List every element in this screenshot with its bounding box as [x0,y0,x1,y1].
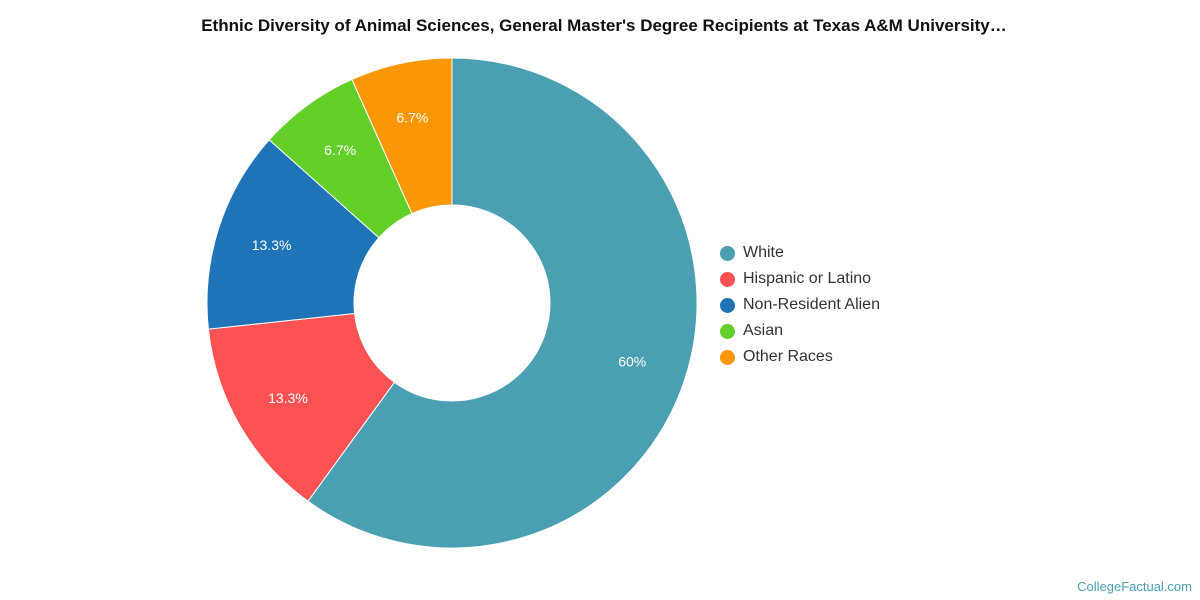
legend-item[interactable]: Other Races [720,344,880,370]
slice-white[interactable] [307,57,698,549]
legend-item[interactable]: Asian [720,318,880,344]
data-label: 13.3% [268,390,308,406]
legend-label: Asian [743,322,784,339]
legend-item[interactable]: Non-Resident Alien [720,292,880,318]
legend-label: Other Races [743,348,833,365]
legend-item[interactable]: Hispanic or Latino [720,266,880,292]
slice-other-races[interactable] [351,57,453,215]
legend-swatch [720,271,735,287]
legend-swatch [720,297,735,313]
data-label: 6.7% [324,142,356,158]
legend-item[interactable]: White [720,240,880,266]
slice-non-resident-alien[interactable] [206,139,380,330]
data-label: 6.7% [396,110,428,126]
data-label: 13.3% [252,237,292,253]
site-credit[interactable]: CollegeFactual.com [1077,579,1192,594]
legend: White Hispanic or Latino Non-Resident Alie… [720,240,880,370]
legend-label: Hispanic or Latino [743,270,872,287]
slice-hispanic-or-latino[interactable] [207,312,396,502]
legend-swatch [720,245,735,261]
legend-swatch [720,349,735,365]
legend-label: Non-Resident Alien [743,296,880,313]
chart-title: Ethnic Diversity of Animal Sciences, Gen… [201,16,1007,35]
data-label: 60% [618,354,646,370]
legend-swatch [720,323,735,339]
legend-label: White [743,244,784,261]
